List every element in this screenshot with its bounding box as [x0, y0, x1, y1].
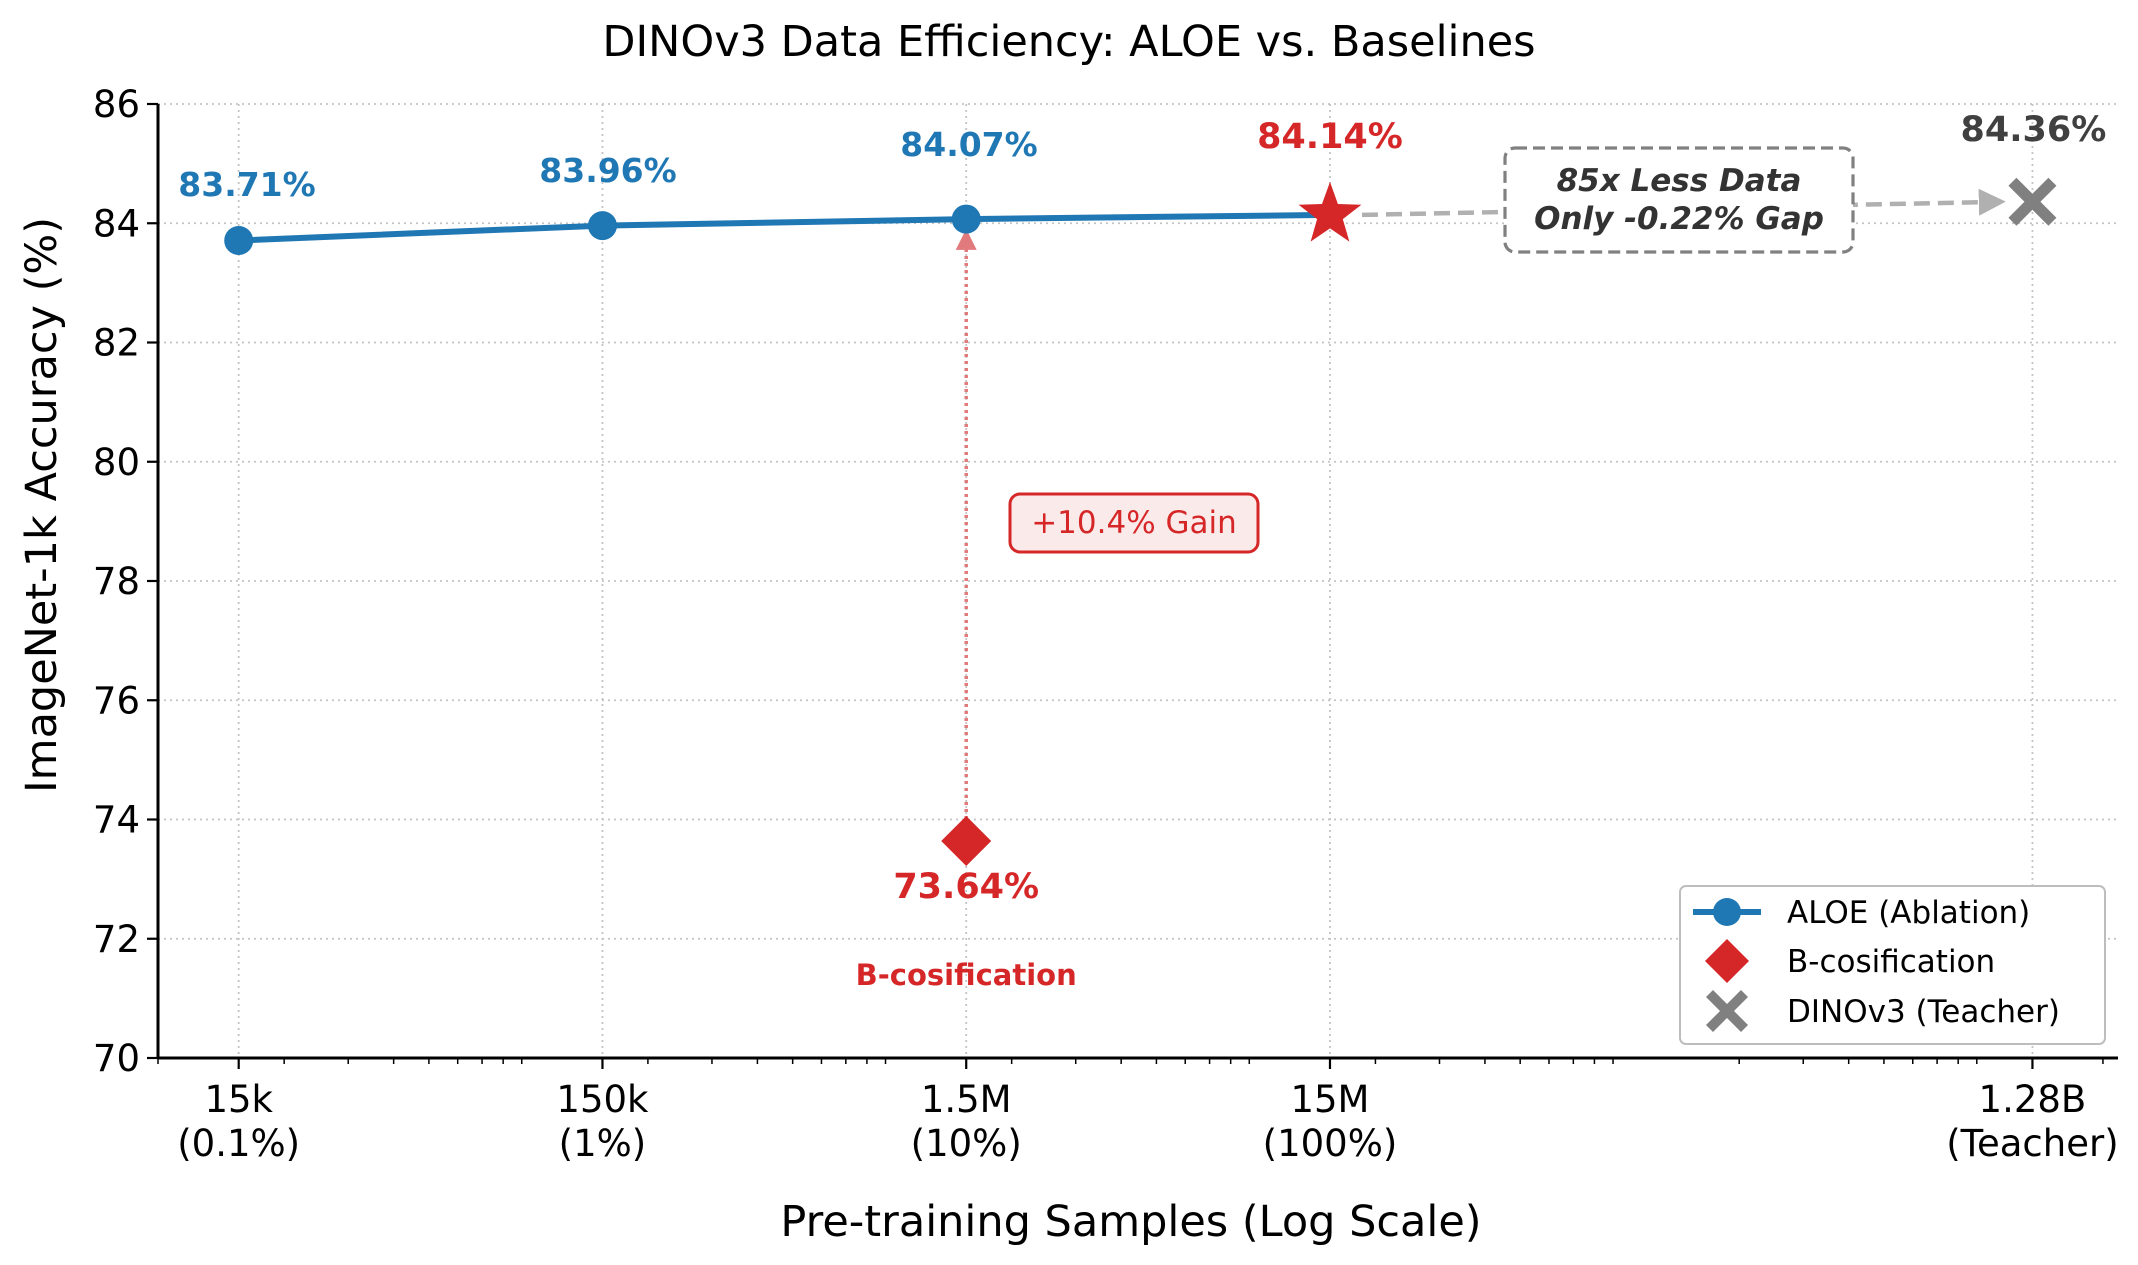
y-tick-label: 76	[93, 679, 140, 722]
gap-label-line2: Only -0.22% Gap	[1534, 201, 1824, 237]
aloe-point	[224, 226, 254, 256]
y-tick-label: 74	[93, 799, 140, 842]
teacher-point-x	[2008, 177, 2057, 226]
x-tick-label: (1%)	[559, 1122, 647, 1165]
x-tick-label: 15k	[204, 1078, 273, 1121]
bcos-name-label: B-cosification	[856, 958, 1077, 992]
y-tick-label: 86	[93, 83, 140, 126]
legend-label: ALOE (Ablation)	[1787, 895, 2030, 931]
ticks: 70727476788082848615k(0.1%)150k(1%)1.5M(…	[93, 83, 2119, 1165]
y-tick-label: 84	[93, 202, 140, 245]
legend-swatch-x	[1706, 990, 1748, 1032]
y-tick-label: 78	[93, 560, 140, 603]
bcos-point-diamond	[941, 815, 992, 866]
legend: ALOE (Ablation) B-cosification DINOv3 (Tea…	[1679, 885, 2106, 1045]
y-tick-label: 80	[93, 441, 140, 484]
x-axis-title: Pre-training Samples (Log Scale)	[780, 1197, 1481, 1247]
y-tick-label: 70	[93, 1037, 140, 1080]
gap-label-box	[1503, 146, 1855, 254]
y-tick-label: 72	[93, 918, 140, 961]
gain-label: +10.4% Gain	[1031, 505, 1237, 541]
aloe-point	[951, 204, 981, 234]
x-tick-label: 1.28B	[1979, 1078, 2087, 1121]
x-tick-label: 1.5M	[921, 1078, 1012, 1121]
aloe-data-label: 83.71%	[178, 165, 315, 204]
legend-label: DINOv3 (Teacher)	[1787, 994, 2060, 1030]
aloe-data-label: 83.96%	[539, 151, 676, 190]
gap-label-line1: 85x Less Data	[1557, 163, 1802, 199]
aloe-data-label: 84.07%	[900, 125, 1037, 164]
aloe-point-star	[1298, 181, 1362, 242]
legend-swatch-circle	[1713, 898, 1741, 926]
x-tick-label: (0.1%)	[177, 1122, 300, 1165]
aloe-point	[587, 211, 617, 241]
x-tick-label: 15M	[1290, 1078, 1369, 1121]
legend-swatch-diamond	[1705, 939, 1749, 983]
teacher-data-label: 84.36%	[1961, 110, 2107, 150]
y-tick-label: 82	[93, 322, 140, 365]
x-tick-label: (Teacher)	[1946, 1122, 2118, 1165]
legend-box	[1679, 885, 2106, 1045]
chart-title: DINOv3 Data Efficiency: ALOE vs. Baselin…	[602, 17, 1535, 67]
data-marks: 83.71% 83.96% 84.07% 84.14% 73.64% B-cosifica…	[178, 110, 2106, 992]
aloe-series-line	[238, 211, 1331, 244]
x-tick-label: 150k	[556, 1078, 649, 1121]
x-tick-label: (100%)	[1263, 1122, 1398, 1165]
aloe-data-label: 84.14%	[1257, 117, 1403, 157]
gain-label-box	[1008, 492, 1260, 554]
legend-label: B-cosification	[1787, 944, 1995, 980]
x-tick-label: (10%)	[911, 1122, 1022, 1165]
bcos-data-label: 73.64%	[893, 867, 1039, 907]
y-axis-title: ImageNet-1k Accuracy (%)	[17, 217, 67, 793]
